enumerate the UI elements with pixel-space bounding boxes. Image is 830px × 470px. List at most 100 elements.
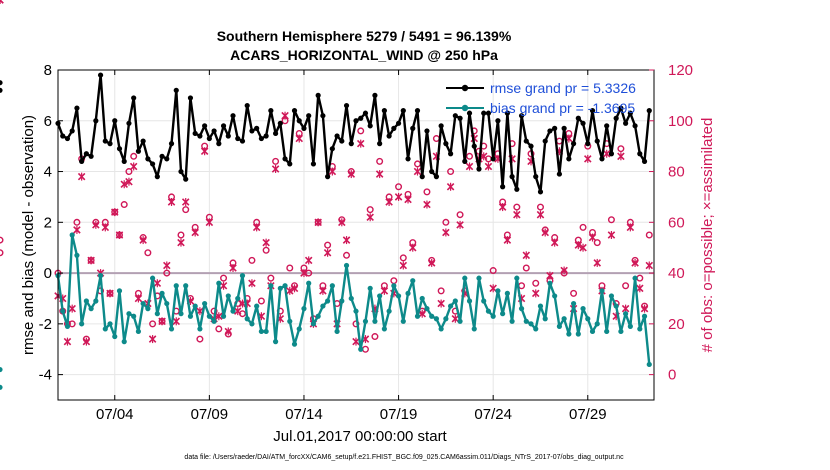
rmse-point: [386, 133, 392, 139]
bias-point: [414, 313, 421, 319]
rmse-point: [159, 153, 165, 159]
rmse-point: [589, 108, 596, 114]
obs-assimilated-point: [456, 220, 464, 229]
obs-assimilated-point: [636, 284, 644, 293]
obs-possible-point: [357, 127, 365, 135]
obs-assimilated-point: [437, 299, 445, 308]
obs-possible-point: [262, 246, 270, 254]
bias-point: [589, 328, 596, 335]
obs-assimilated-point: [125, 177, 133, 186]
bias-point: [391, 283, 397, 289]
bias-point: [448, 303, 454, 309]
y-tick-label: 0: [44, 265, 52, 282]
bias-point: [613, 303, 619, 309]
bias-point: [372, 318, 378, 324]
rmse-point: [414, 108, 421, 114]
obs-possible-point: [371, 333, 379, 341]
bias-point: [220, 313, 227, 319]
y-tick-label: 4: [44, 164, 52, 181]
obs-possible-point: [272, 157, 280, 165]
bias-point: [353, 308, 359, 314]
rmse-point: [533, 174, 539, 180]
obs-possible-point: [0, 236, 4, 244]
obs-assimilated-point: [342, 236, 351, 245]
obs-assimilated-point: [593, 258, 602, 267]
bias-point: [258, 328, 264, 335]
obs-possible-point: [163, 269, 171, 277]
bias-point: [443, 316, 449, 322]
obs-assimilated-point: [120, 180, 128, 189]
rmse-point: [395, 120, 402, 126]
bias-point: [377, 293, 383, 299]
obs-assimilated-point: [129, 162, 138, 171]
obs-assimilated-point: [602, 149, 611, 158]
rmse-point: [580, 120, 586, 126]
rmse-point: [325, 174, 331, 180]
rmse-point: [0, 87, 3, 93]
rmse-point: [178, 168, 184, 175]
rmse-point: [315, 92, 321, 98]
obs-assimilated-point: [177, 238, 185, 247]
obs-assimilated-point: [172, 317, 181, 326]
rmse-point: [623, 120, 629, 126]
obs-assimilated-point: [385, 198, 393, 206]
x-tick-label: 07/19: [380, 406, 418, 423]
obs-possible-point: [593, 239, 601, 247]
rmse-point: [263, 133, 269, 139]
bias-point: [362, 318, 369, 324]
obs-possible-point: [144, 249, 152, 257]
rmse-point: [443, 141, 449, 147]
rmse-point: [301, 125, 307, 131]
obs-assimilated-point: [181, 198, 190, 206]
rmse-point: [216, 141, 222, 147]
bias-point: [575, 331, 581, 337]
bias-point: [74, 252, 80, 258]
y-tick-label: 6: [44, 113, 52, 130]
rmse-point: [150, 161, 156, 167]
rmse-point: [154, 174, 160, 180]
rmse-point: [466, 110, 473, 116]
bias-point: [291, 341, 298, 347]
obs-assimilated-point: [73, 225, 81, 234]
rmse-point: [206, 135, 212, 142]
obs-assimilated-point: [503, 236, 512, 245]
obs-possible-point: [456, 211, 464, 219]
bias-point: [93, 298, 99, 304]
bias-point: [580, 306, 586, 312]
obs-possible-point: [215, 325, 223, 333]
bias-point: [249, 321, 255, 327]
obs-assimilated-point: [522, 251, 531, 260]
bias-point: [381, 326, 387, 332]
obs-assimilated-point: [394, 192, 403, 201]
bias-point: [485, 308, 492, 314]
rmse-point: [490, 156, 496, 162]
obs-possible-point: [286, 264, 294, 272]
obs-assimilated-point: [77, 172, 86, 181]
obs-assimilated-point: [215, 312, 223, 321]
rmse-point: [495, 118, 501, 124]
bias-point: [287, 318, 293, 324]
legend-rmse-label: rmse grand pr = 5.3326: [490, 80, 636, 96]
legend-bias-marker: [461, 104, 469, 112]
rmse-point: [561, 125, 567, 131]
rmse-point: [116, 146, 123, 152]
bias-point: [594, 321, 600, 327]
bias-point: [145, 306, 151, 312]
obs-assimilated-stroke: [0, 0, 4, 4]
bias-point: [462, 275, 468, 281]
obs-assimilated-point: [404, 195, 412, 204]
x-tick-label: 07/14: [285, 406, 323, 423]
obs-assimilated-point: [153, 279, 162, 288]
rmse-point: [192, 130, 198, 137]
bias-point: [277, 285, 283, 291]
bias-point: [244, 316, 250, 322]
bias-point: [272, 339, 279, 345]
x-axis-label: Jul.01,2017 00:00:00 start: [273, 428, 447, 445]
obs-assimilated-point: [87, 256, 95, 265]
rmse-point: [542, 138, 548, 144]
bias-point: [112, 333, 118, 340]
bias-point: [641, 313, 648, 319]
rmse-point: [476, 166, 482, 172]
rmse-point: [343, 102, 350, 109]
